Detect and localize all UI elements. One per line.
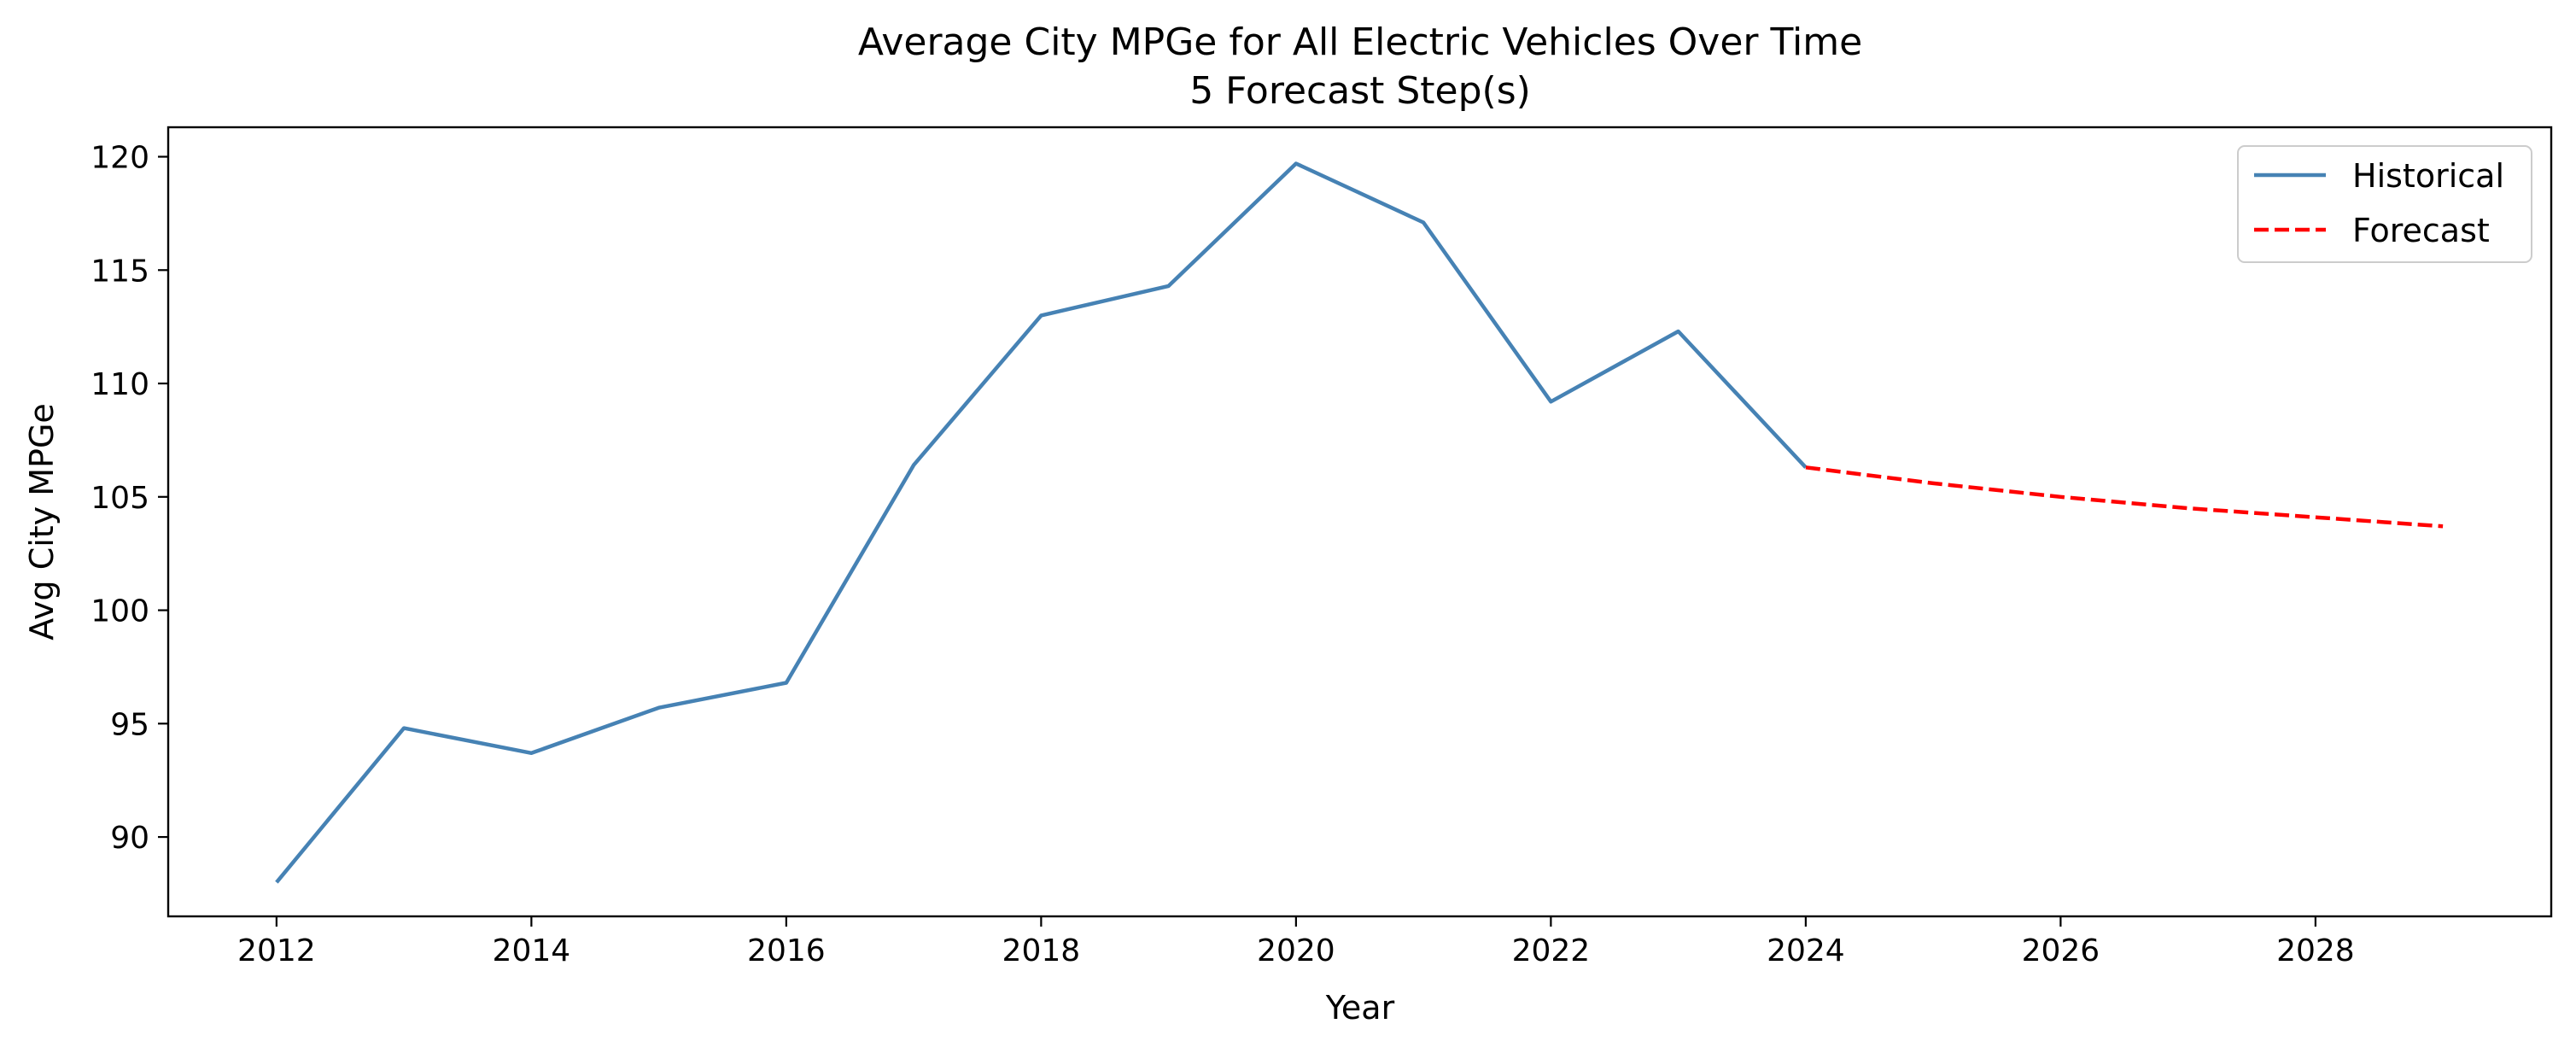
x-tick-label: 2012 — [237, 933, 316, 968]
x-tick-label: 2022 — [1512, 933, 1591, 968]
y-tick-label: 115 — [91, 254, 149, 289]
y-tick-label: 100 — [91, 594, 149, 629]
series-line-forecast — [1805, 465, 2444, 529]
plot-frame — [166, 126, 2553, 918]
legend: Historical Forecast — [2237, 145, 2532, 263]
x-tick-label: 2014 — [493, 933, 571, 968]
x-axis: 2012 2014 2016 2018 2020 2022 2024 2026 2028 — [237, 916, 2355, 968]
x-tick-label: 2020 — [1257, 933, 1335, 968]
x-axis-label: Year — [1325, 989, 1395, 1027]
legend-historical-label: Historical — [2352, 157, 2504, 195]
y-tick-label: 110 — [91, 367, 149, 402]
y-tick-label: 120 — [91, 141, 149, 176]
plot-area: 2012 2014 2016 2018 2020 2022 2024 2026 2028 909… — [91, 126, 2553, 968]
series-line-historical — [275, 161, 1808, 884]
y-axis-label: Avg City MPGe — [23, 403, 61, 641]
x-tick-label: 2018 — [1002, 933, 1081, 968]
y-tick-label: 105 — [91, 481, 149, 516]
y-axis: 90 95 100 105 110 115 120 — [91, 141, 168, 856]
chart-subtitle: 5 Forecast Step(s) — [1189, 69, 1531, 113]
y-tick-label: 95 — [110, 707, 149, 742]
x-tick-label: 2016 — [747, 933, 826, 968]
legend-forecast-label: Forecast — [2352, 212, 2490, 249]
x-tick-label: 2028 — [2276, 933, 2355, 968]
chart-title: Average City MPGe for All Electric Vehic… — [858, 20, 1862, 64]
y-tick-label: 90 — [110, 821, 149, 856]
series-layer — [275, 161, 2444, 884]
x-tick-label: 2024 — [1767, 933, 1845, 968]
x-tick-label: 2026 — [2022, 933, 2100, 968]
